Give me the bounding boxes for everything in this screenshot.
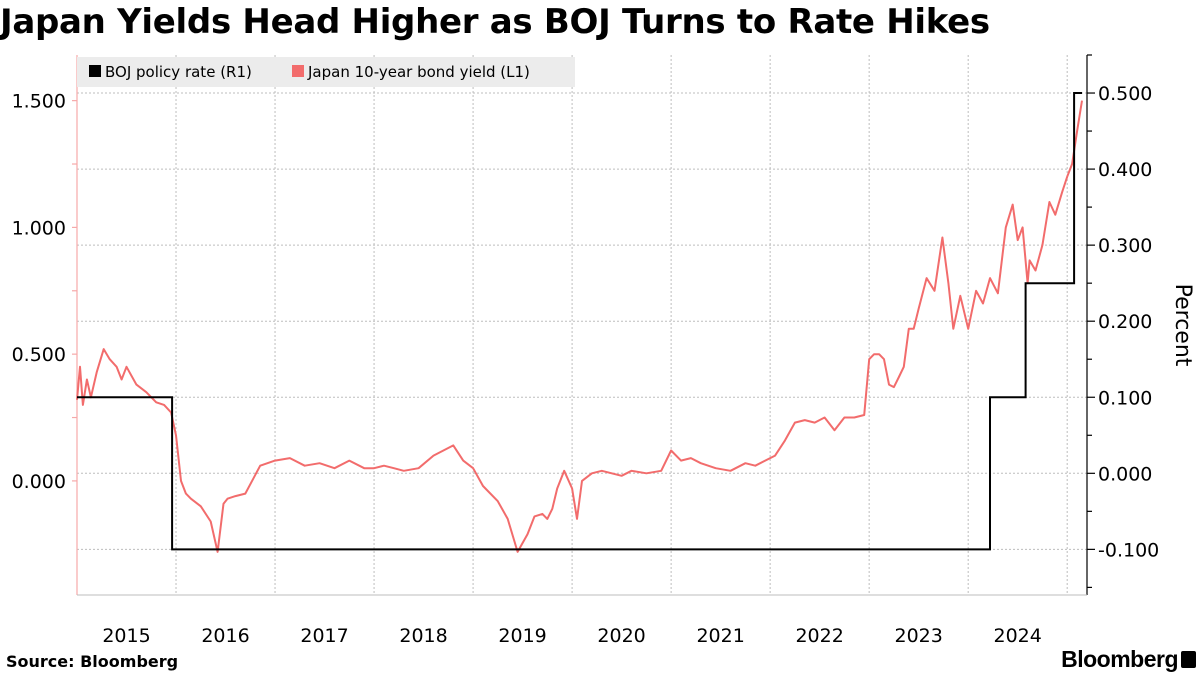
left-axis-tick-label: 0.500 [12,344,66,366]
bloomberg-logo-text: Bloomberg [1061,646,1178,672]
x-axis-tick-label: 2019 [498,625,546,647]
right-axis-tick-label: 0.000 [1098,463,1152,485]
x-axis-tick-label: 2020 [597,625,645,647]
legend-swatch-bond-yield [292,65,304,77]
x-axis-tick-label: 2023 [894,625,942,647]
source-note: Source: Bloomberg [6,652,179,671]
left-axis-tick-label: 0.000 [12,471,66,493]
axis-ticks: 1.500 1.000 0.500 0.000 0.500 0.400 0.300 0.200… [12,54,1159,647]
chart-title: Japan Yields Head Higher as BOJ Turns to… [0,2,990,42]
right-axis-tick-label: -0.100 [1098,539,1159,561]
legend-background [77,57,575,87]
right-axis-tick-label: 0.500 [1098,83,1152,105]
right-axis-title: Percent [1170,284,1195,367]
right-axis-tick-label: 0.100 [1098,387,1152,409]
right-axis-tick-label: 0.200 [1098,311,1152,333]
right-axis-tick-label: 0.300 [1098,235,1152,257]
series-layer [76,92,1083,553]
right-axis-tick-label: 0.400 [1098,159,1152,181]
x-axis-tick-label: 2015 [102,625,150,647]
x-axis-tick-label: 2024 [994,625,1042,647]
grid-lines [77,55,1087,595]
series-line-japan-10y-yield [76,100,1083,553]
left-axis-tick-label: 1.000 [12,217,66,239]
x-axis-tick-label: 2016 [201,625,249,647]
bloomberg-chart-icon [1181,651,1196,668]
legend-label-bond-yield: Japan 10-year bond yield (L1) [307,63,530,81]
legend: BOJ policy rate (R1) Japan 10-year bond … [77,57,575,87]
x-axis-tick-label: 2021 [696,625,744,647]
x-axis-tick-label: 2022 [795,625,843,647]
x-axis-tick-label: 2017 [300,625,348,647]
legend-label-policy-rate: BOJ policy rate (R1) [105,63,252,81]
left-axis-tick-label: 1.500 [12,91,66,113]
series-line-boj-policy-rate [77,92,1082,551]
x-axis-tick-label: 2018 [399,625,447,647]
legend-swatch-policy-rate [89,65,101,77]
axes [76,55,1088,596]
